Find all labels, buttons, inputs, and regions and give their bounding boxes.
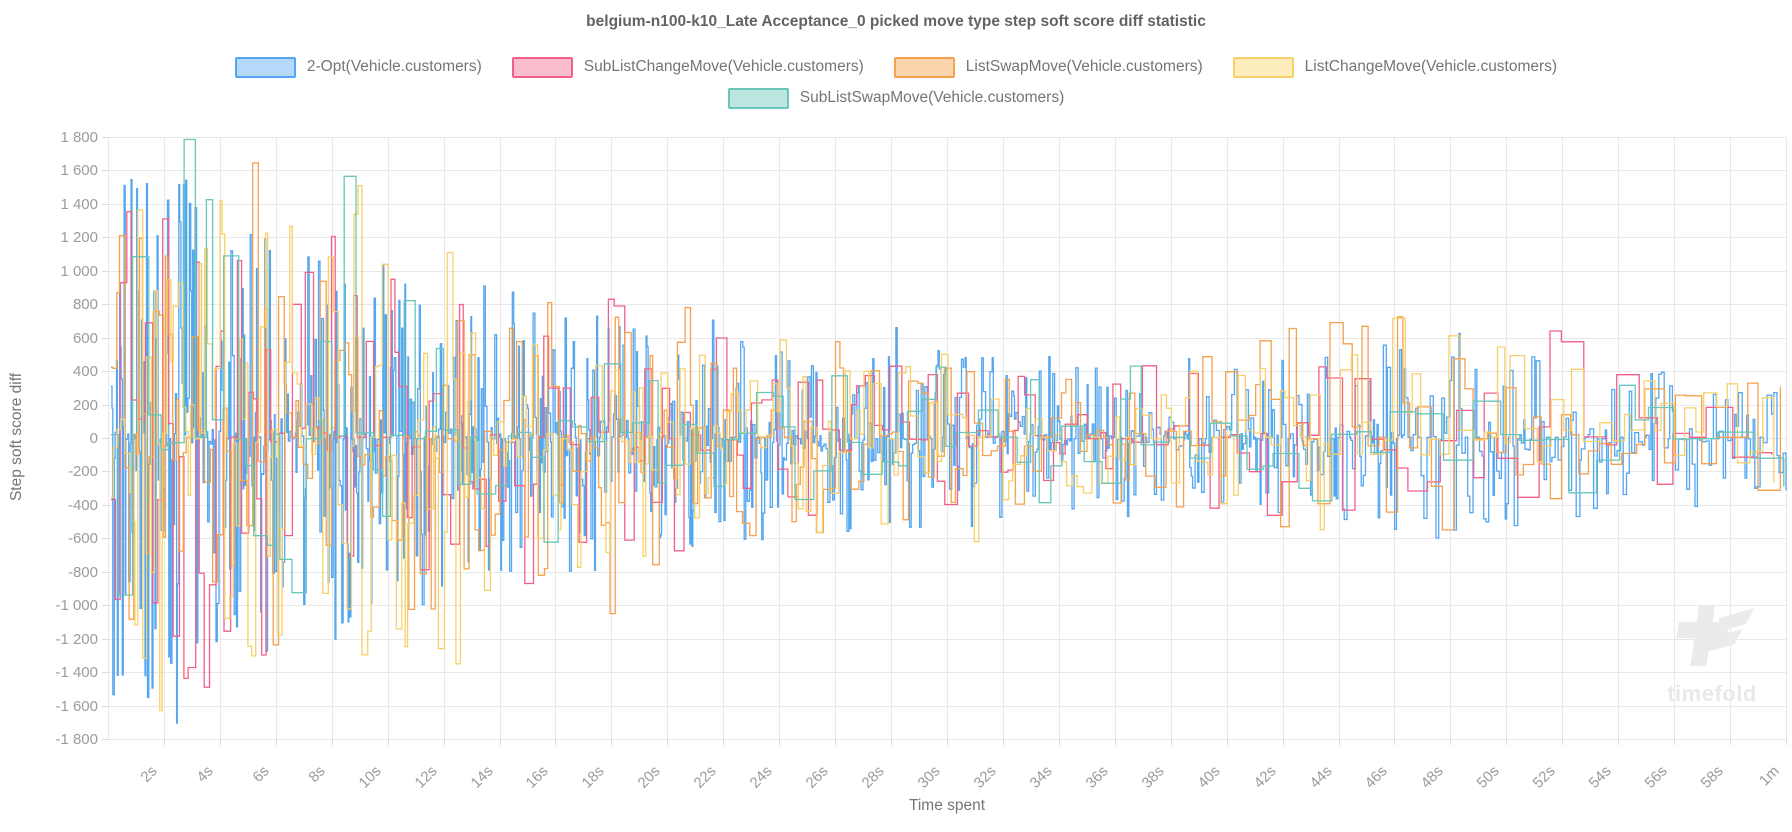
- y-tick-label: 600: [72, 329, 98, 347]
- legend-label: 2-Opt(Vehicle.customers): [306, 58, 482, 75]
- y-tick-label: 200: [72, 396, 98, 414]
- y-tick-label: 0: [89, 429, 98, 447]
- legend-label: ListSwapMove(Vehicle.customers): [965, 58, 1203, 75]
- legend-swatch: [893, 56, 955, 78]
- y-tick-label: 1 200: [60, 228, 98, 246]
- timefold-logo-icon: [1676, 606, 1754, 666]
- y-tick-label: 1 000: [60, 262, 98, 280]
- y-tick-label: -400: [67, 496, 98, 514]
- y-axis-title: Step soft score diff: [8, 372, 25, 502]
- timefold-watermark: timefold: [1650, 598, 1774, 707]
- legend-swatch: [1232, 56, 1294, 78]
- y-tick-label: 800: [72, 295, 98, 313]
- y-tick-label: 1 800: [60, 128, 98, 146]
- legend-label: SubListSwapMove(Vehicle.customers): [799, 89, 1065, 106]
- y-tick-label: 400: [72, 362, 98, 380]
- series-line-SubListSwapMove: [110, 138, 1785, 596]
- y-tick-label: 1 400: [60, 195, 98, 213]
- y-tick-label: -200: [67, 462, 98, 480]
- y-tick-label: -800: [67, 563, 98, 581]
- y-tick-label: -1 800: [55, 730, 98, 748]
- timefold-watermark-text: timefold: [1667, 681, 1757, 706]
- series-line-ListSwapMove: [110, 162, 1782, 646]
- y-tick-label: -600: [67, 529, 98, 547]
- legend-swatch: [234, 56, 296, 78]
- legend-swatch: [511, 56, 573, 78]
- legend: 2-Opt(Vehicle.customers) SubListChangeMov…: [156, 56, 1636, 109]
- page-title: belgium-n100-k10_Late Acceptance_0 picke…: [586, 13, 1206, 30]
- y-tick-label: 1 600: [60, 161, 98, 179]
- legend-item-2[interactable]: SubListChangeMove(Vehicle.customers): [511, 56, 864, 78]
- series-lines: [110, 138, 1787, 724]
- y-tick-label: -1 200: [55, 630, 98, 648]
- y-tick-label: -1 400: [55, 663, 98, 681]
- legend-item-3[interactable]: ListSwapMove(Vehicle.customers): [893, 56, 1203, 78]
- legend-swatch: [727, 87, 789, 109]
- x-axis-title: Time spent: [908, 797, 986, 814]
- legend-item-1[interactable]: 2-Opt(Vehicle.customers): [234, 56, 482, 78]
- y-tick-label: -1 600: [55, 697, 98, 715]
- legend-label: ListChangeMove(Vehicle.customers): [1304, 58, 1558, 75]
- legend-item-4[interactable]: ListChangeMove(Vehicle.customers): [1232, 56, 1558, 78]
- legend-item-5[interactable]: SubListSwapMove(Vehicle.customers): [727, 87, 1065, 109]
- y-tick-label: -1 000: [55, 596, 98, 614]
- legend-label: SubListChangeMove(Vehicle.customers): [583, 58, 864, 75]
- series-line-ListChangeMove: [110, 184, 1775, 712]
